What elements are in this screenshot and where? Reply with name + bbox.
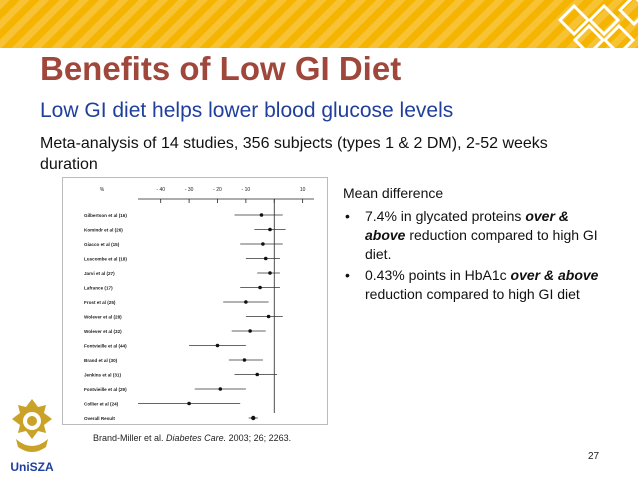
study-point bbox=[215, 343, 220, 348]
study-point bbox=[244, 300, 248, 304]
header-band bbox=[0, 0, 638, 48]
x-tick-label: - 10 bbox=[242, 187, 251, 193]
study-point bbox=[268, 271, 272, 275]
forest-plot-svg: % - 40 - 30 - 20 - 10 10 Gilbertson et al (16)… bbox=[62, 177, 328, 425]
bullet-emphasis: over & above bbox=[510, 267, 599, 283]
study-point bbox=[242, 358, 247, 362]
citation-journal: Diabetes Care. bbox=[166, 433, 227, 443]
study-label: Fontvieille et al (29) bbox=[84, 387, 127, 392]
bullet-text: 7.4% in glycated proteins bbox=[365, 208, 526, 224]
mean-difference-heading: Mean difference bbox=[343, 185, 444, 201]
study-label: Brand et al (30) bbox=[84, 358, 118, 363]
logo-text: UniSZA bbox=[10, 460, 54, 474]
x-tick-label: - 30 bbox=[185, 187, 194, 193]
study-label: Wolever et al (32) bbox=[84, 329, 122, 334]
study-point bbox=[258, 285, 262, 290]
study-point bbox=[218, 387, 223, 391]
study-label: Jarvi et al (27) bbox=[84, 271, 115, 276]
bullet-text-end: reduction compared to high GI diet. bbox=[365, 227, 598, 262]
bullet-text-end: reduction compared to high GI diet bbox=[365, 286, 580, 302]
bullet-icon: • bbox=[345, 208, 350, 224]
study-label: Frost et al (25) bbox=[84, 300, 116, 305]
study-label: Gilbertson et al (16) bbox=[84, 213, 127, 218]
citation-authors: Brand-Miller et al. bbox=[93, 433, 164, 443]
study-point bbox=[268, 227, 272, 232]
bullet-item: • 0.43% points in HbA1c over & above red… bbox=[343, 266, 608, 304]
study-label: Fontvieille et al (44) bbox=[84, 344, 127, 349]
study-point bbox=[187, 401, 191, 406]
study-label: Luscombe et al (18) bbox=[84, 257, 127, 262]
citation: Brand-Miller et al. Diabetes Care. 2003;… bbox=[93, 433, 291, 443]
study-point bbox=[251, 415, 256, 421]
mean-difference-list: • 7.4% in glycated proteins over & above… bbox=[343, 207, 608, 306]
study-label: Giacco et al (15) bbox=[84, 242, 120, 247]
unisza-logo: UniSZA bbox=[4, 395, 60, 479]
bullet-icon: • bbox=[345, 267, 350, 283]
slide-title: Benefits of Low GI Diet bbox=[40, 50, 402, 87]
study-point bbox=[263, 256, 268, 261]
study-point bbox=[248, 329, 252, 333]
x-tick-label: - 40 bbox=[156, 187, 165, 193]
slide-subtitle: Low GI diet helps lower blood glucose le… bbox=[40, 99, 454, 122]
x-tick-label: % bbox=[100, 187, 105, 193]
header-pattern bbox=[0, 0, 638, 48]
study-label: Overall Result bbox=[84, 416, 115, 421]
citation-details: 2003; 26; 2263. bbox=[228, 433, 292, 443]
x-tick-label: 10 bbox=[300, 187, 306, 193]
study-label: Lafrance (17) bbox=[84, 286, 113, 291]
study-point bbox=[261, 242, 265, 246]
study-point bbox=[259, 213, 264, 217]
study-label: Komindr et al (26) bbox=[84, 228, 123, 233]
page-number: 27 bbox=[588, 451, 600, 462]
forest-frame bbox=[62, 177, 328, 425]
bullet-emphasis: over & above bbox=[365, 208, 569, 243]
study-label: Collier et al (24) bbox=[84, 402, 119, 407]
study-point bbox=[255, 372, 260, 377]
meta-analysis-text: Meta-analysis of 14 studies, 356 subject… bbox=[40, 135, 548, 173]
bullet-text: 0.43% points in HbA1c bbox=[365, 267, 511, 283]
forest-plot: % - 40 - 30 - 20 - 10 10 Gilbertson et al (16)… bbox=[62, 177, 328, 425]
logo-emblem-icon: UniSZA bbox=[10, 399, 54, 474]
bullet-item: • 7.4% in glycated proteins over & above… bbox=[343, 207, 608, 264]
study-label: Jenkins et al (31) bbox=[84, 373, 121, 378]
x-tick-label: - 20 bbox=[213, 187, 222, 193]
study-label: Wolever et al (28) bbox=[84, 315, 122, 320]
study-point bbox=[266, 314, 271, 319]
